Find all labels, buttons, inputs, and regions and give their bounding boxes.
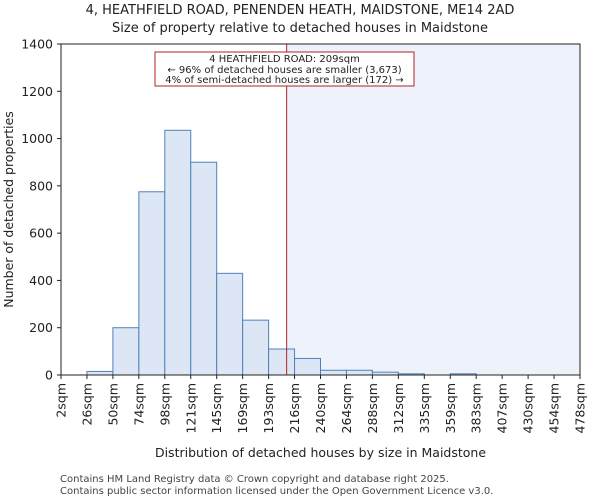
chart-title: 4, HEATHFIELD ROAD, PENENDEN HEATH, MAID… bbox=[86, 3, 515, 18]
bar bbox=[112, 327, 140, 376]
y-tick-label: 800 bbox=[29, 178, 53, 193]
bar bbox=[164, 129, 192, 376]
bar bbox=[190, 161, 218, 376]
bar bbox=[294, 357, 321, 376]
x-tick-label: 26sqm bbox=[79, 383, 94, 426]
footer-line-1: Contains HM Land Registry data © Crown c… bbox=[60, 474, 449, 485]
x-tick-label: 240sqm bbox=[313, 383, 328, 433]
annotation-line-1: 4 HEATHFIELD ROAD: 209sqm bbox=[209, 54, 360, 65]
x-tick-label: 169sqm bbox=[235, 383, 250, 433]
bar bbox=[268, 348, 296, 376]
y-tick-label: 1200 bbox=[21, 84, 53, 99]
annotation-line-3: 4% of semi-detached houses are larger (1… bbox=[165, 75, 403, 86]
y-axis: 0 200 400 600 800 1000 1200 1400 bbox=[21, 37, 61, 383]
plot-area: 4 HEATHFIELD ROAD: 209sqm ← 96% of detac… bbox=[21, 37, 587, 434]
bar bbox=[138, 191, 166, 376]
bar bbox=[320, 369, 347, 376]
bar bbox=[86, 370, 114, 376]
annotation-box: 4 HEATHFIELD ROAD: 209sqm ← 96% of detac… bbox=[154, 51, 415, 87]
x-tick-label: 312sqm bbox=[391, 383, 406, 433]
bars bbox=[86, 129, 477, 376]
y-tick-label: 400 bbox=[29, 273, 53, 288]
x-tick-label: 145sqm bbox=[209, 383, 224, 433]
x-tick-label: 193sqm bbox=[261, 383, 276, 433]
annotation-line-2: ← 96% of detached houses are smaller (3,… bbox=[167, 65, 401, 76]
x-tick-label: 359sqm bbox=[443, 383, 458, 433]
x-axis: 2sqm 26sqm 50sqm 74sqm 98sqm 121sqm 145sqm 169s… bbox=[54, 375, 588, 433]
highlight-region bbox=[286, 44, 580, 375]
footer-line-2: Contains public sector information licen… bbox=[60, 486, 493, 497]
x-tick-label: 454sqm bbox=[547, 383, 562, 433]
bar bbox=[242, 319, 270, 376]
bar bbox=[216, 272, 244, 376]
y-tick-label: 0 bbox=[45, 368, 53, 383]
x-tick-label: 74sqm bbox=[131, 383, 146, 426]
x-tick-label: 2sqm bbox=[54, 383, 69, 418]
y-axis-label: Number of detached properties bbox=[1, 111, 16, 308]
x-axis-label: Distribution of detached houses by size … bbox=[155, 445, 486, 460]
x-tick-label: 383sqm bbox=[469, 383, 484, 433]
chart-subtitle: Size of property relative to detached ho… bbox=[112, 21, 488, 36]
x-tick-label: 335sqm bbox=[417, 383, 432, 433]
y-tick-label: 600 bbox=[29, 226, 53, 241]
x-tick-label: 216sqm bbox=[287, 383, 302, 433]
y-tick-label: 1400 bbox=[21, 37, 53, 52]
x-tick-label: 478sqm bbox=[573, 383, 588, 433]
x-tick-label: 50sqm bbox=[105, 383, 120, 426]
bar bbox=[345, 369, 373, 376]
x-tick-label: 264sqm bbox=[339, 383, 354, 433]
y-tick-label: 1000 bbox=[21, 131, 53, 146]
x-tick-label: 98sqm bbox=[157, 383, 172, 426]
x-tick-label: 430sqm bbox=[521, 383, 536, 433]
y-tick-label: 200 bbox=[29, 320, 53, 335]
x-tick-label: 121sqm bbox=[183, 383, 198, 433]
x-tick-label: 407sqm bbox=[495, 383, 510, 433]
x-tick-label: 288sqm bbox=[365, 383, 380, 433]
